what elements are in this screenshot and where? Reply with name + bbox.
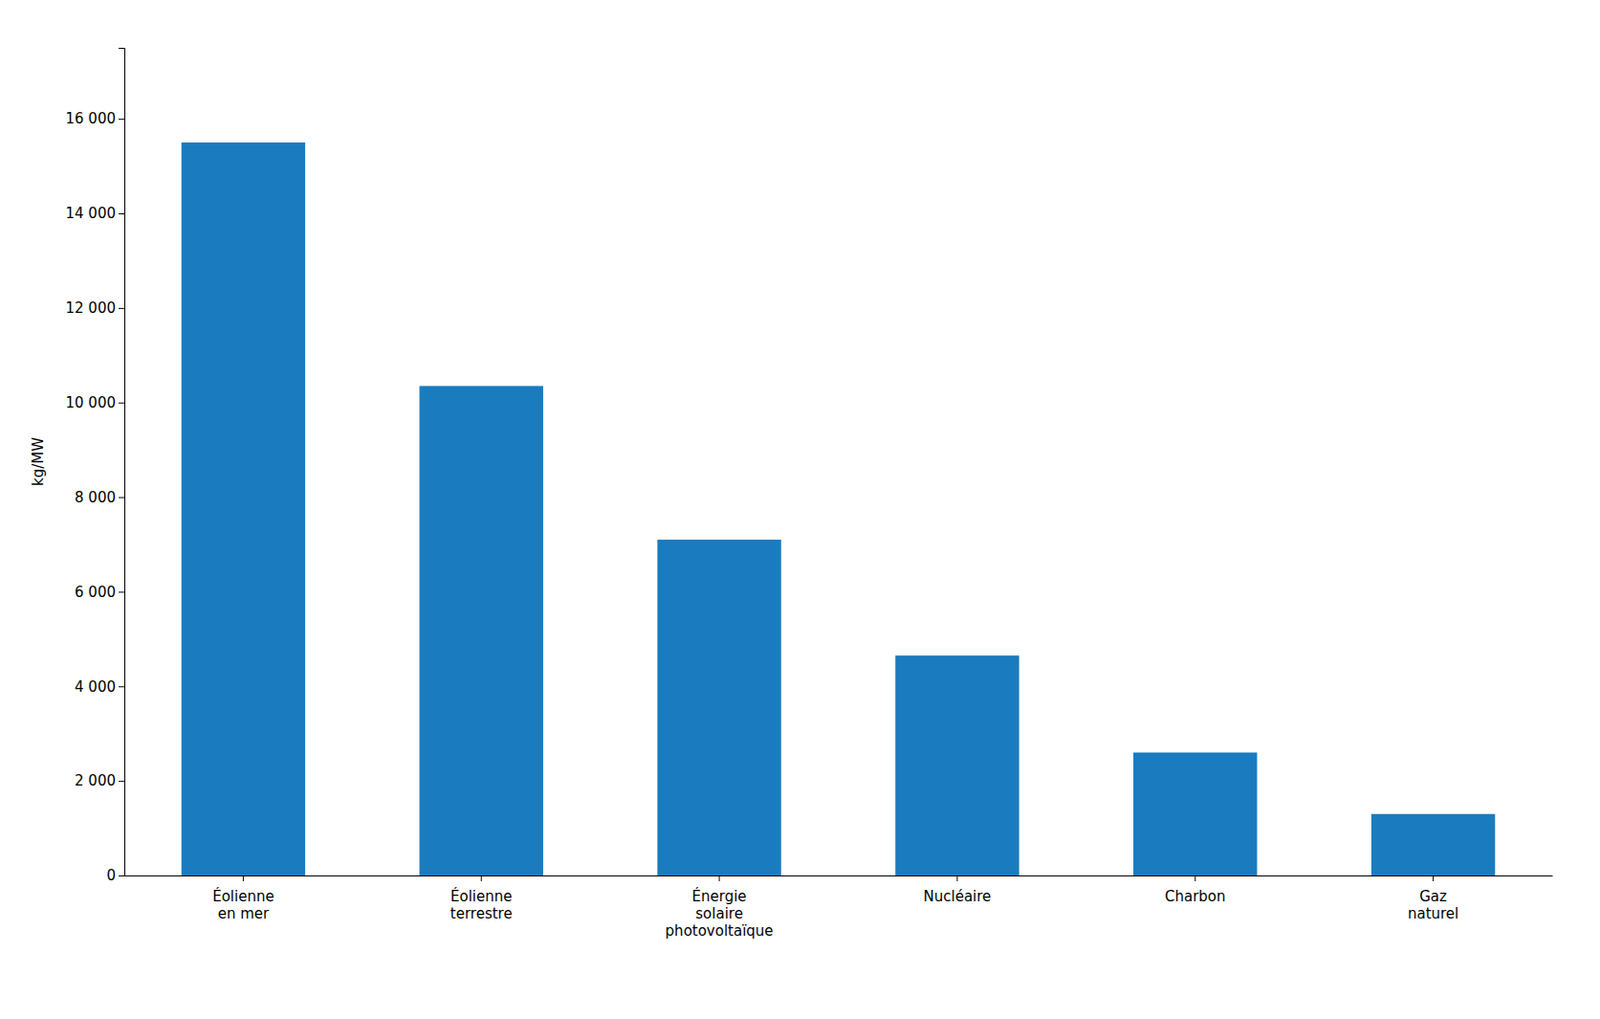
- y-tick-mark: [118, 307, 125, 309]
- x-tick-label: Énergiesolairephotovoltaïque: [665, 886, 774, 940]
- y-tick: 6 000: [74, 583, 125, 601]
- y-tick: 12 000: [65, 299, 126, 317]
- bar: [1371, 813, 1495, 876]
- x-tick-label-line: Gaz: [1419, 887, 1447, 905]
- x-tick-mark: [1432, 875, 1434, 881]
- x-tick-mark: [481, 875, 483, 881]
- x-axis: Éolienneen merÉolienneterrestreÉnergieso…: [125, 875, 1554, 940]
- y-tick-label: 10 000: [65, 394, 117, 412]
- x-tick-mark: [719, 875, 721, 881]
- x-tick-label-line: Éolienne: [450, 886, 512, 905]
- x-tick-mark: [242, 875, 244, 881]
- y-tick-mark: [118, 685, 125, 687]
- y-tick-label: 8 000: [74, 488, 116, 506]
- y-tick: 4 000: [74, 678, 125, 696]
- x-tick-mark: [956, 875, 958, 881]
- x-tick: Éolienneterrestre: [450, 875, 513, 922]
- y-tick-mark: [118, 213, 125, 215]
- chart-svg: 0 2 000 4 000 6 000 8 000 10 000 12 000 14 000 1…: [0, 0, 1600, 1019]
- x-tick-label-line: naturel: [1407, 904, 1459, 922]
- y-tick-label: 16 000: [65, 109, 117, 128]
- x-tick-label-line: Nucléaire: [923, 887, 992, 905]
- y-tick-label: 12 000: [65, 299, 117, 317]
- bar: [419, 385, 544, 876]
- y-tick: 14 000: [65, 204, 126, 222]
- x-tick-label-line: solaire: [695, 904, 744, 922]
- x-tick: Gaznaturel: [1407, 875, 1459, 922]
- x-tick-label: Nucléaire: [923, 887, 992, 905]
- y-tick-mark: [118, 118, 125, 120]
- x-tick-label-line: en mer: [218, 904, 270, 922]
- y-tick-label: 2 000: [74, 771, 116, 790]
- bars: [181, 142, 1496, 876]
- y-tick-label: 14 000: [65, 204, 117, 222]
- x-tick-label: Éolienneen mer: [212, 886, 274, 922]
- bar: [1133, 751, 1257, 876]
- y-tick-label: 0: [106, 866, 116, 884]
- x-tick: Éolienneen mer: [212, 875, 274, 922]
- y-tick-mark: [118, 591, 125, 592]
- x-tick: Énergiesolairephotovoltaïque: [665, 875, 774, 940]
- y-tick: 2 000: [74, 771, 125, 790]
- y-tick-mark: [118, 780, 125, 782]
- x-tick-label-line: Éolienne: [212, 886, 274, 905]
- y-axis-title: kg/MW: [29, 437, 47, 486]
- y-axis-line: [118, 48, 126, 877]
- bar: [657, 539, 781, 876]
- y-tick-mark: [118, 875, 125, 877]
- x-tick-label-line: terrestre: [450, 904, 513, 922]
- bar: [895, 655, 1019, 876]
- y-tick: 0: [106, 866, 125, 884]
- x-tick-label-line: photovoltaïque: [665, 921, 774, 940]
- y-axis: 0 2 000 4 000 6 000 8 000 10 000 12 000 14 000 1…: [65, 48, 126, 885]
- y-tick-label: 6 000: [74, 583, 116, 601]
- y-tick-mark: [118, 497, 125, 499]
- x-tick-label: Gaznaturel: [1407, 887, 1459, 922]
- plot: 0 2 000 4 000 6 000 8 000 10 000 12 000 14 000 1…: [29, 48, 1554, 940]
- x-tick-label-line: Charbon: [1164, 887, 1227, 905]
- y-tick: 16 000: [65, 109, 126, 128]
- x-tick-label-line: Énergie: [692, 886, 747, 905]
- x-tick: Charbon: [1164, 875, 1227, 905]
- y-tick: 10 000: [65, 394, 126, 412]
- y-tick: 8 000: [74, 488, 125, 506]
- x-tick-label: Éolienneterrestre: [450, 886, 513, 922]
- y-tick-mark: [118, 402, 125, 404]
- x-tick-mark: [1194, 875, 1196, 881]
- chart-container: 0 2 000 4 000 6 000 8 000 10 000 12 000 14 000 1…: [0, 0, 1600, 1019]
- x-axis-line: [125, 875, 1554, 877]
- x-tick: Nucléaire: [923, 875, 992, 905]
- bar: [181, 142, 306, 876]
- x-tick-label: Charbon: [1164, 887, 1227, 905]
- y-tick-label: 4 000: [74, 678, 116, 696]
